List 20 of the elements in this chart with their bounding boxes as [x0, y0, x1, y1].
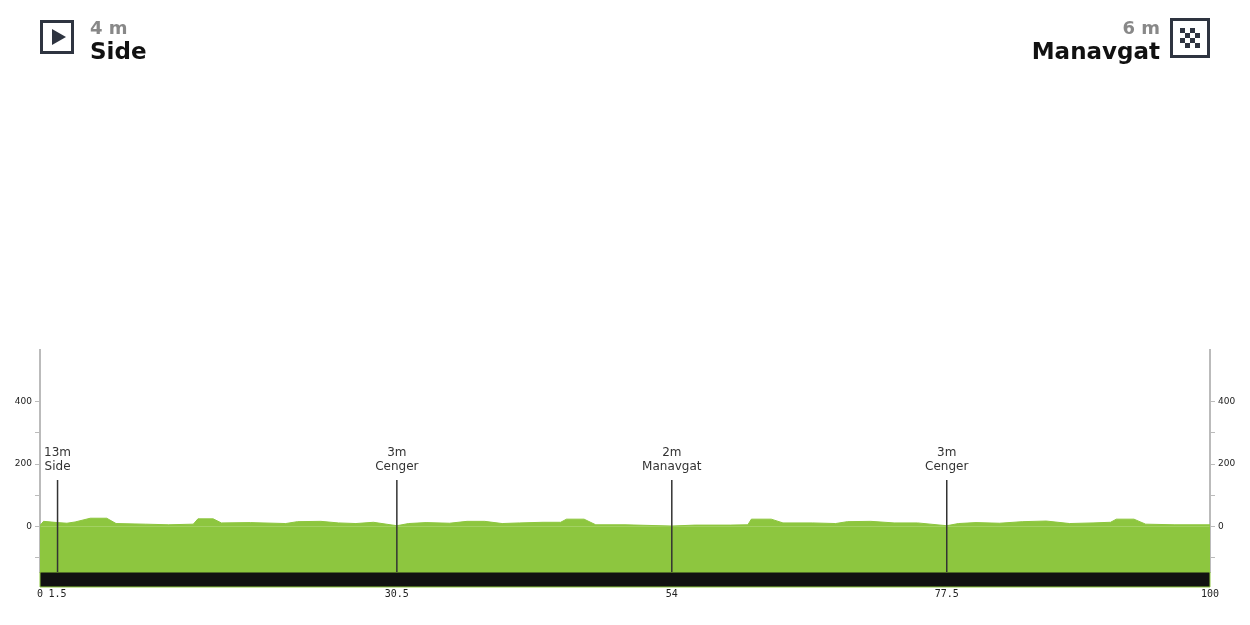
- text: Manavgat: [1031, 38, 1160, 64]
- ref-line-label: 2m Manavgat: [642, 445, 702, 473]
- y-tick-label: 0: [26, 521, 33, 532]
- y2-tick-label: 200: [1218, 458, 1236, 469]
- y2-tick-label: 400: [1218, 395, 1236, 406]
- x-tick-label: 0: [36, 587, 44, 599]
- y-tick-label: 200: [14, 458, 33, 469]
- y2-tick-label: 0: [1218, 521, 1224, 532]
- x-tick-label: 1.5: [48, 587, 67, 599]
- y-tick-label: 400: [14, 395, 33, 406]
- ref-line-label: 3m Cenger: [375, 445, 419, 473]
- x-tick-label: 54: [665, 587, 678, 599]
- ref-line-label: 13m Side: [44, 445, 72, 473]
- x-tick-label: 77.5: [934, 587, 959, 599]
- x-tick-label: 30.5: [384, 587, 409, 599]
- x-tick-label: 100: [1200, 587, 1220, 599]
- text: 4 m: [90, 17, 129, 38]
- ref-line-label: 3m Cenger: [925, 445, 969, 473]
- text: 6 m: [1121, 17, 1160, 38]
- text: Side: [90, 38, 147, 64]
